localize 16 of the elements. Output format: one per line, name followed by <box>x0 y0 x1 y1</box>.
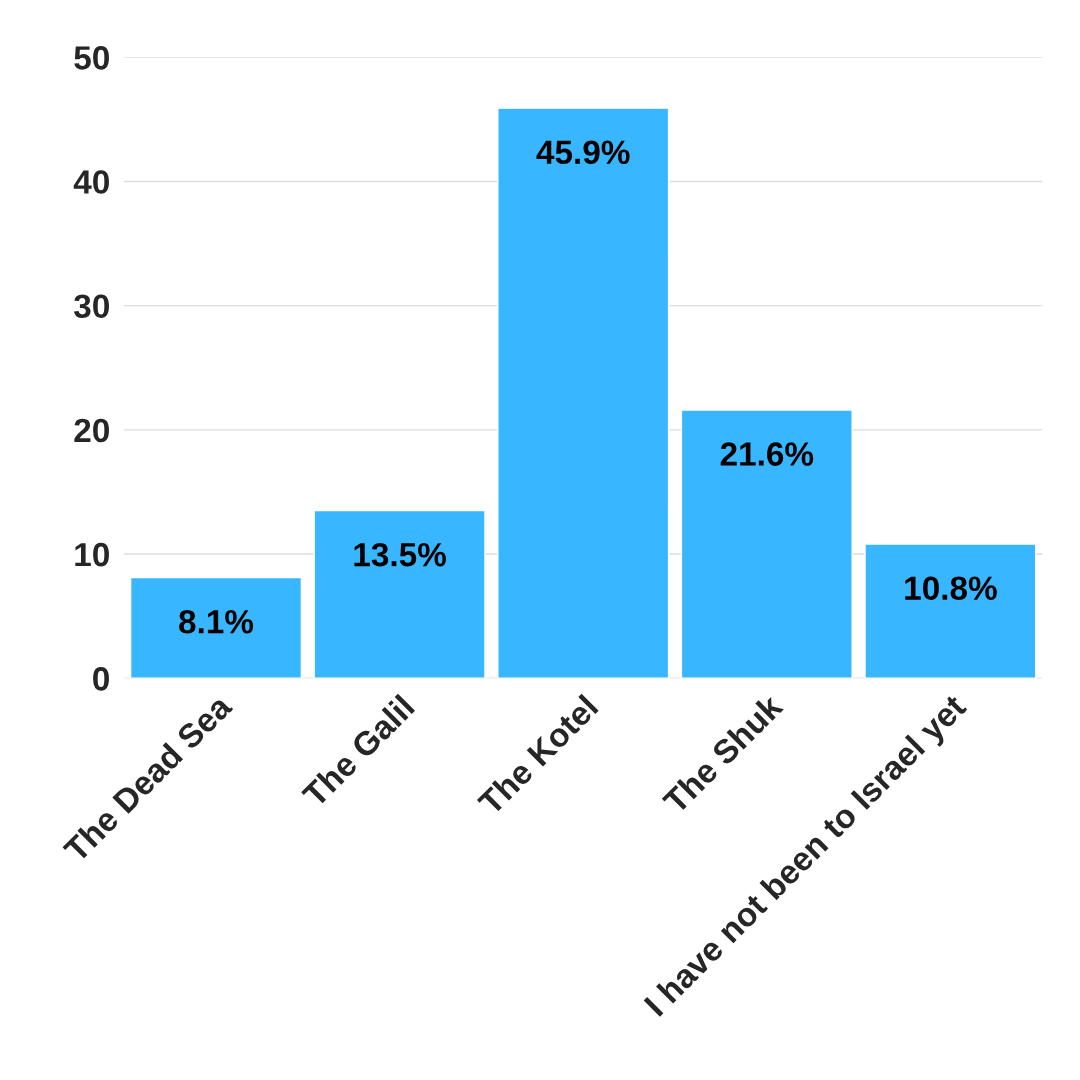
data-label: 10.8% <box>905 576 997 601</box>
data-label: 13.5% <box>354 542 446 567</box>
y-tick-label: 10 <box>75 542 109 567</box>
y-tick-label: 20 <box>74 418 109 443</box>
data-label: 21.6% <box>720 442 814 466</box>
bar <box>864 543 1037 679</box>
y-tick-label: 0 <box>93 667 109 691</box>
bar <box>129 576 303 679</box>
y-tick-label: 50 <box>74 46 109 70</box>
data-label: 45.9% <box>536 140 630 165</box>
bar <box>497 107 670 679</box>
y-tick-label: 40 <box>73 170 109 194</box>
data-label: 8.1% <box>179 609 254 634</box>
bar <box>313 509 486 679</box>
y-tick-label: 30 <box>74 294 109 319</box>
bar <box>680 409 853 679</box>
